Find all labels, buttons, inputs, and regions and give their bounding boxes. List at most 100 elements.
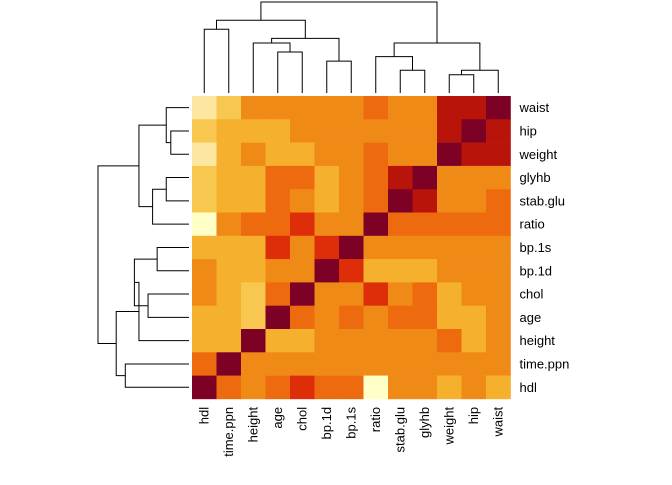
- heatmap-cell: [363, 259, 389, 283]
- heatmap-cell: [437, 119, 462, 143]
- heatmap-cell: [339, 165, 364, 190]
- heatmap-cell: [216, 259, 242, 283]
- dendrogram-branch: [165, 177, 189, 202]
- heatmap-cell: [461, 189, 487, 213]
- heatmap-cell: [314, 259, 340, 283]
- column-labels: hdl time.ppn height age chol bp.1d bp.1s ratio s…: [197, 406, 506, 456]
- dendrogram-branch: [165, 107, 189, 144]
- heatmap-cell: [192, 235, 217, 260]
- heatmap-cell: [437, 142, 462, 167]
- column-label: weight: [442, 407, 457, 446]
- heatmap-cell: [314, 212, 340, 237]
- dendrogram-branch: [170, 130, 189, 155]
- row-label: ratio: [520, 217, 545, 232]
- dendrogram-branch: [271, 37, 340, 62]
- heatmap-cell: [265, 235, 291, 260]
- heatmap-cell: [412, 165, 438, 190]
- dendrogram-branch: [277, 51, 303, 93]
- heatmap-cell: [241, 212, 266, 237]
- heatmap-cell: [412, 329, 438, 353]
- heatmap-cell: [461, 142, 487, 167]
- heatmap-cell: [339, 96, 364, 120]
- heatmap-cell: [388, 142, 413, 167]
- heatmap-cell: [265, 259, 291, 283]
- heatmap-cell: [265, 305, 291, 330]
- heatmap-cell: [192, 165, 217, 190]
- heatmap-cell: [486, 189, 511, 213]
- heatmap-cell: [241, 235, 266, 260]
- heatmap-cell: [314, 375, 340, 400]
- heatmap-cell: [461, 305, 487, 330]
- row-label: bp.1s: [520, 240, 552, 255]
- heatmap-cell: [437, 189, 462, 213]
- heatmap-cell: [339, 119, 364, 143]
- heatmap-cell: [412, 96, 438, 120]
- row-label: weight: [519, 147, 558, 162]
- heatmap-cell: [486, 329, 511, 353]
- heatmap-cell: [241, 305, 266, 330]
- heatmap-cell: [265, 375, 291, 400]
- row-dendrogram: [97, 107, 189, 388]
- heatmap-cell: [314, 352, 340, 376]
- heatmap-cell: [241, 142, 266, 167]
- heatmap-cell: [265, 282, 291, 306]
- heatmap-cell: [192, 329, 217, 353]
- row-label: hip: [520, 123, 537, 138]
- heatmap-cell: [339, 142, 364, 167]
- dendrogram-branch: [152, 188, 189, 225]
- heatmap-cell: [363, 235, 389, 260]
- heatmap-cell: [290, 352, 315, 376]
- heatmap-cell: [290, 305, 315, 330]
- heatmap-cell: [412, 142, 438, 167]
- heatmap-cell: [388, 235, 413, 260]
- dendrogram-branch: [124, 363, 189, 388]
- dendrogram-branch: [399, 69, 426, 93]
- row-label: height: [520, 333, 556, 348]
- heatmap-cell: [388, 119, 413, 143]
- heatmap-cell: [290, 119, 315, 143]
- heatmap-cell: [314, 96, 340, 120]
- heatmap-cell: [339, 329, 364, 353]
- heatmap-cell: [339, 352, 364, 376]
- heatmap-cell: [412, 259, 438, 283]
- heatmap-cell: [486, 142, 511, 167]
- heatmap-cell: [437, 305, 462, 330]
- heatmap-cell: [461, 119, 487, 143]
- heatmap-cell: [363, 352, 389, 376]
- heatmap-cell: [437, 375, 462, 400]
- heatmap-cell: [461, 235, 487, 260]
- heatmap-cell: [241, 375, 266, 400]
- column-label: bp.1s: [344, 406, 359, 438]
- dendrogram-branch: [375, 56, 413, 93]
- dendrogram-branch: [97, 165, 139, 345]
- heatmap-cell: [192, 119, 217, 143]
- column-label: hdl: [197, 407, 212, 424]
- heatmap-cell: [265, 189, 291, 213]
- heatmap-cell: [486, 165, 511, 190]
- heatmap-cell: [412, 119, 438, 143]
- heatmap-cell: [216, 329, 242, 353]
- heatmap-cell: [290, 329, 315, 353]
- column-label: time.ppn: [221, 407, 236, 457]
- heatmap-cell: [486, 212, 511, 237]
- heatmap-cell: [486, 282, 511, 306]
- heatmap-cell: [388, 352, 413, 376]
- heatmap-cell: [486, 235, 511, 260]
- heatmap-cell: [265, 142, 291, 167]
- heatmap-cell: [461, 96, 487, 120]
- heatmap-cell: [314, 305, 340, 330]
- row-label: waist: [519, 100, 550, 115]
- heatmap-cell: [192, 259, 217, 283]
- row-labels: waist hip weight glyhb stab.glu ratio bp.1s bp.…: [519, 100, 570, 395]
- heatmap-cell: [437, 282, 462, 306]
- heatmap-cell: [290, 235, 315, 260]
- heatmap-cell: [412, 212, 438, 237]
- heatmap-cell: [388, 305, 413, 330]
- column-label: height: [246, 407, 261, 443]
- heatmap-cell: [241, 189, 266, 213]
- heatmap-cell: [314, 329, 340, 353]
- heatmap-cell: [363, 189, 389, 213]
- heatmap-cell: [216, 305, 242, 330]
- heatmap-cell: [388, 282, 413, 306]
